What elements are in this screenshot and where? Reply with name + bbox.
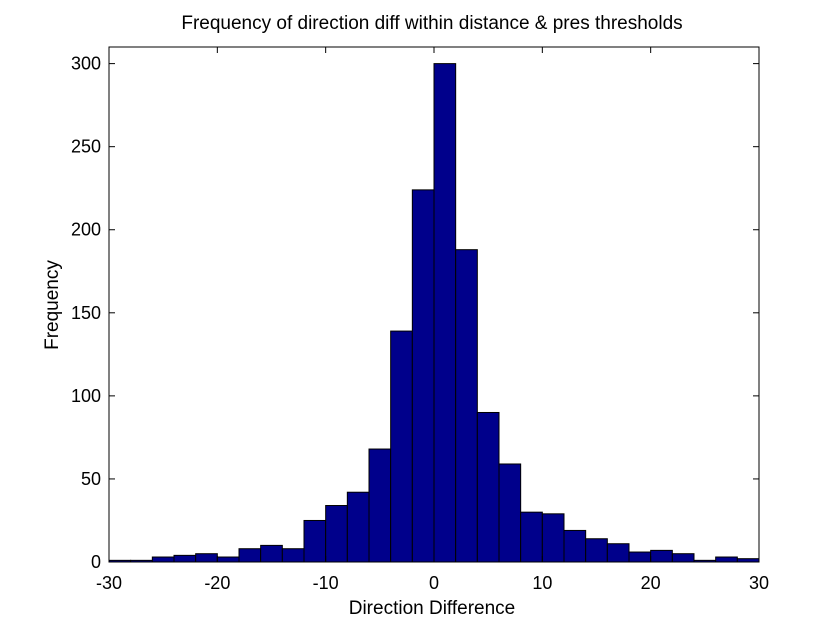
x-axis-label: Direction Difference bbox=[349, 598, 516, 619]
histogram-bar bbox=[173, 554, 197, 563]
x-axis-ticks: -30 -20 -10 0 10 20 30 bbox=[96, 47, 769, 593]
histogram-bar bbox=[433, 63, 457, 563]
y-tick-label: 150 bbox=[71, 303, 101, 323]
histogram-bar bbox=[368, 448, 392, 563]
histogram-bar bbox=[151, 556, 175, 563]
histogram-bar bbox=[476, 411, 500, 563]
y-tick-label: 200 bbox=[71, 220, 101, 240]
histogram-bar bbox=[541, 513, 565, 563]
histogram-bar bbox=[390, 330, 413, 563]
histogram-bar bbox=[303, 519, 327, 563]
y-axis-ticks: 0 50 100 150 200 250 300 bbox=[71, 54, 759, 572]
y-tick-label: 300 bbox=[71, 54, 101, 74]
histogram-bar bbox=[606, 543, 630, 563]
x-tick-label: 10 bbox=[532, 573, 552, 593]
histogram-bar bbox=[455, 249, 478, 563]
histogram-bar bbox=[195, 553, 218, 563]
histogram-bar bbox=[628, 551, 652, 563]
histogram-bar bbox=[585, 538, 608, 563]
histogram-bar bbox=[411, 189, 435, 563]
histogram-bar bbox=[498, 463, 522, 563]
y-axis-label: Frequency bbox=[42, 260, 63, 350]
y-tick-label: 0 bbox=[91, 552, 101, 572]
histogram-bar bbox=[216, 556, 240, 563]
histogram-bar bbox=[238, 548, 262, 563]
x-tick-label: 0 bbox=[429, 573, 439, 593]
y-tick-label: 250 bbox=[71, 137, 101, 157]
histogram-bar bbox=[715, 556, 738, 563]
histogram-bar bbox=[563, 529, 587, 563]
histogram-bar bbox=[520, 511, 543, 563]
x-tick-label: 30 bbox=[749, 573, 769, 593]
histogram-bar bbox=[260, 544, 283, 563]
bars-group bbox=[108, 63, 760, 563]
chart-title: Frequency of direction diff within dista… bbox=[181, 13, 682, 34]
x-tick-label: -10 bbox=[313, 573, 339, 593]
y-tick-label: 100 bbox=[71, 386, 101, 406]
histogram-bar bbox=[346, 491, 370, 563]
histogram-bar bbox=[650, 549, 673, 563]
histogram-bar bbox=[325, 505, 348, 563]
x-tick-label: -30 bbox=[96, 573, 122, 593]
x-tick-label: -20 bbox=[204, 573, 230, 593]
x-tick-label: 20 bbox=[641, 573, 661, 593]
y-tick-label: 50 bbox=[81, 469, 101, 489]
histogram-bar bbox=[671, 553, 695, 563]
histogram-bar bbox=[281, 548, 305, 563]
